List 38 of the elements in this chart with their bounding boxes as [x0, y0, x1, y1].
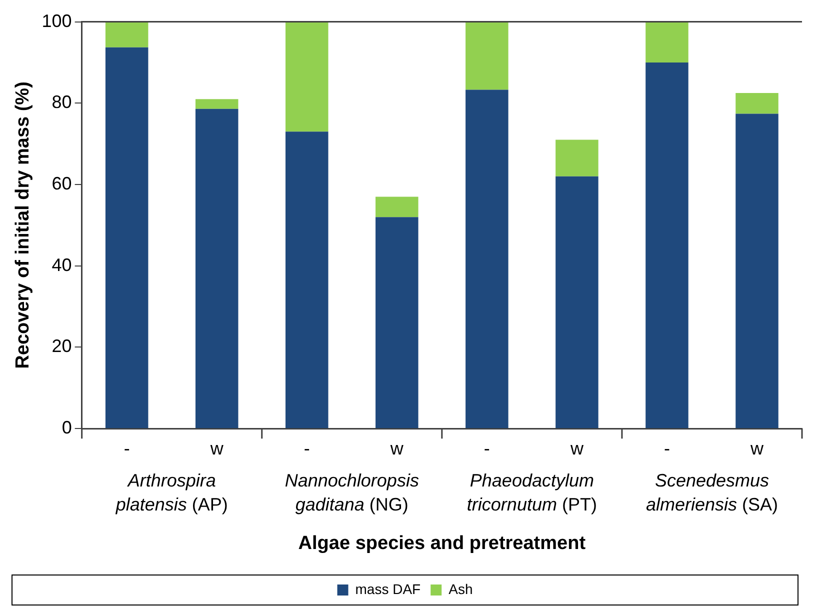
bar: [466, 90, 508, 428]
y-tick-label: 20: [52, 336, 72, 356]
x-tick-label: -: [664, 438, 670, 458]
text: Nannochloropsis gaditana (NG): [284, 470, 419, 515]
y-tick-label: 60: [52, 173, 72, 194]
x-tick-label: w: [389, 438, 404, 458]
bar: [195, 108, 238, 428]
text: Arthrospira platensis (AP): [114, 470, 228, 515]
legend-label: mass DAF: [355, 580, 421, 597]
x-tick-label: w: [569, 438, 584, 458]
y-tick-label: 40: [52, 254, 72, 275]
bar: [736, 114, 778, 428]
bar: [736, 92, 778, 114]
y-tick-label: 100: [42, 10, 72, 31]
bar: [466, 22, 508, 90]
bar: [646, 22, 688, 62]
bar: [556, 176, 598, 428]
bar: [286, 22, 328, 132]
x-tick-label: -: [124, 438, 130, 458]
bar: [556, 140, 598, 176]
bar: [105, 22, 148, 48]
y-tick-label: 80: [52, 92, 72, 112]
y-axis-title: Recovery of initial dry mass (%): [12, 82, 34, 369]
x-tick-label: w: [749, 438, 764, 458]
bar: [105, 47, 148, 428]
bar: [286, 132, 328, 428]
bar: [376, 196, 418, 218]
x-axis-title: Algae species and pretreatment: [298, 532, 586, 554]
x-tick-label: -: [484, 438, 490, 458]
legend-label: Ash: [448, 580, 473, 597]
bar: [646, 62, 688, 428]
x-tick-label: -: [304, 438, 310, 458]
bar: [195, 99, 238, 109]
x-tick-label: w: [209, 438, 224, 458]
text: Phaeodactylum tricornutum (PT): [466, 470, 597, 515]
y-tick-label: 0: [62, 418, 72, 438]
bar: [376, 217, 418, 428]
text: Scenedesmus almeriensis (SA): [646, 470, 778, 515]
